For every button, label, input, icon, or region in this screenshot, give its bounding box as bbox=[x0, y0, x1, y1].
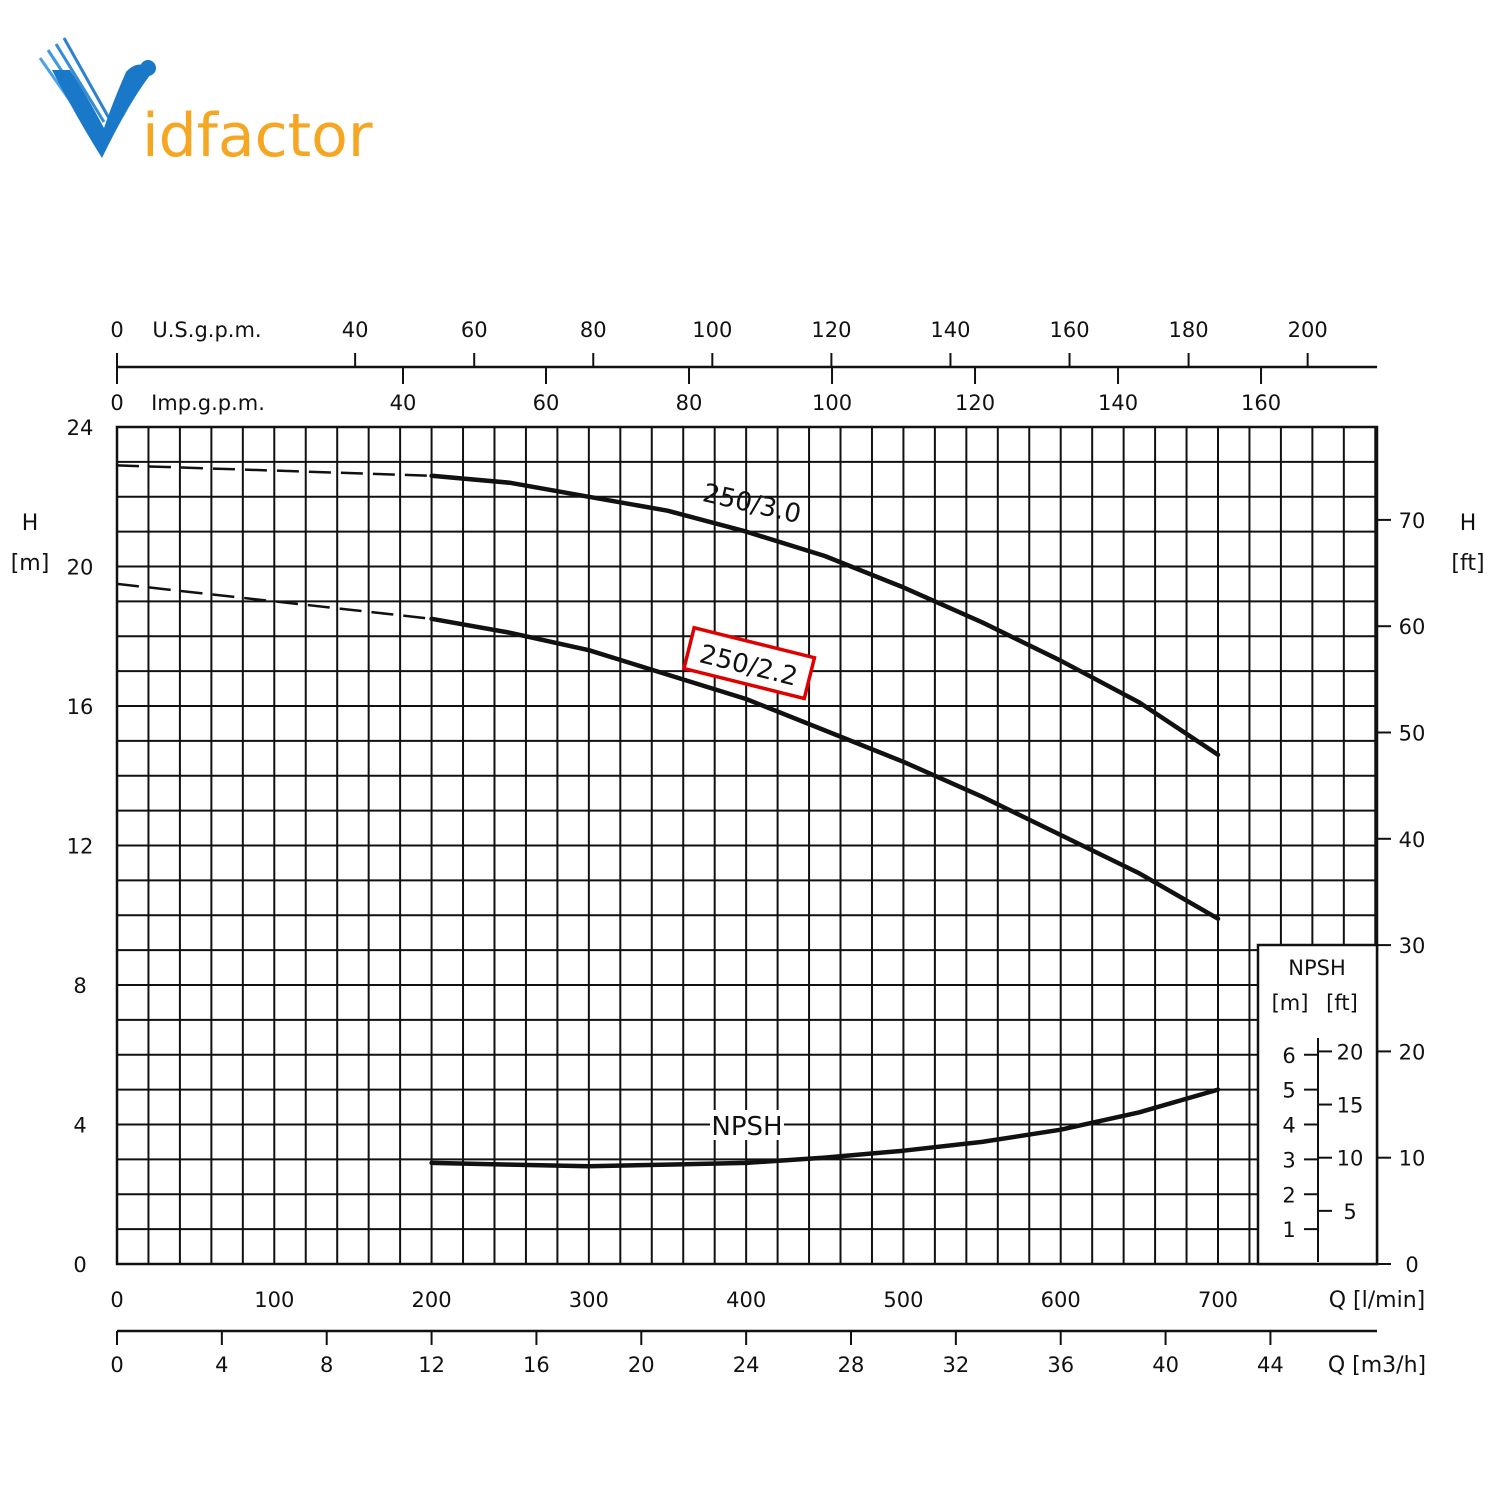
x-usgpm-tick-label: 0 bbox=[110, 318, 123, 342]
y-right-tick-label: 40 bbox=[1399, 828, 1426, 852]
y-left-tick-label: 4 bbox=[73, 1114, 86, 1138]
npsh-label-bg bbox=[710, 1110, 784, 1140]
y-right-unit: [ft] bbox=[1451, 551, 1484, 576]
y-left-tick-label: 12 bbox=[67, 835, 94, 859]
x-m3h-tick-label: 36 bbox=[1047, 1353, 1074, 1377]
x-lpm-tick-label: 500 bbox=[883, 1288, 923, 1312]
axes bbox=[115, 353, 1391, 1345]
y-right-tick-label: 70 bbox=[1399, 509, 1426, 533]
x-usgpm-tick-label: 60 bbox=[461, 318, 488, 342]
x-usgpm-tick-label: 180 bbox=[1169, 318, 1209, 342]
y-left-tick-label: 16 bbox=[67, 695, 94, 719]
x-lpm-tick-label: 200 bbox=[412, 1288, 452, 1312]
x-lpm-tick-label: 400 bbox=[726, 1288, 766, 1312]
x-impgpm-tick-label: 100 bbox=[812, 391, 852, 415]
x-m3h-label: Q [m3/h] bbox=[1328, 1353, 1426, 1378]
x-lpm-tick-label: 100 bbox=[254, 1288, 294, 1312]
npsh-ft-tick-label: 5 bbox=[1343, 1200, 1356, 1224]
y-right-tick-label: 0 bbox=[1405, 1253, 1418, 1277]
series-dashed-250-3-0 bbox=[116, 464, 432, 478]
series-lines bbox=[116, 464, 1221, 1169]
x-usgpm-tick-label: 100 bbox=[692, 318, 732, 342]
x-usgpm-label: U.S.g.p.m. bbox=[152, 318, 261, 342]
x-impgpm-tick-label: 80 bbox=[676, 391, 703, 415]
x-m3h-tick-label: 4 bbox=[215, 1353, 228, 1377]
bird-feather-icon bbox=[38, 37, 156, 158]
npsh-box-unit-ft: [ft] bbox=[1326, 991, 1358, 1015]
npsh-box-unit-m: [m] bbox=[1272, 991, 1309, 1015]
x-usgpm-tick-label: 120 bbox=[811, 318, 851, 342]
x-m3h-tick-label: 12 bbox=[418, 1353, 445, 1377]
y-right-tick-label: 10 bbox=[1399, 1147, 1426, 1171]
y-right-tick-label: 50 bbox=[1399, 722, 1426, 746]
x-lpm-label: Q [l/min] bbox=[1329, 1288, 1426, 1313]
logo-wordmark: idfactor bbox=[142, 101, 373, 171]
x-impgpm-label: Imp.g.p.m. bbox=[151, 391, 265, 415]
x-lpm-tick-label: 0 bbox=[110, 1288, 123, 1312]
npsh-box-title: NPSH bbox=[1288, 956, 1346, 980]
npsh-m-tick-label: 5 bbox=[1282, 1079, 1295, 1103]
x-lpm-tick-label: 700 bbox=[1198, 1288, 1238, 1312]
series-dashed-250-2-2 bbox=[116, 582, 432, 621]
y-left-tick-label: 8 bbox=[73, 974, 86, 998]
x-usgpm-tick-label: 160 bbox=[1049, 318, 1089, 342]
x-m3h-tick-label: 40 bbox=[1152, 1353, 1179, 1377]
x-impgpm-tick-label: 140 bbox=[1098, 391, 1138, 415]
x-m3h-tick-label: 24 bbox=[733, 1353, 760, 1377]
x-usgpm-tick-label: 80 bbox=[580, 318, 607, 342]
x-impgpm-tick-label: 0 bbox=[110, 391, 123, 415]
x-impgpm-tick-label: 40 bbox=[390, 391, 417, 415]
y-left-label: H bbox=[22, 511, 39, 536]
y-left-tick-label: 20 bbox=[67, 556, 94, 580]
y-right-tick-label: 60 bbox=[1399, 615, 1426, 639]
plot-frame bbox=[115, 425, 1379, 1266]
x-usgpm-tick-label: 140 bbox=[930, 318, 970, 342]
series-label-npsh: NPSH bbox=[711, 1112, 782, 1142]
npsh-m-tick-label: 2 bbox=[1282, 1183, 1295, 1207]
npsh-ft-tick-label: 10 bbox=[1337, 1147, 1364, 1171]
npsh-scale-box: NPSH [m] [ft] 1 2 3 4 5 6 5 10 15 20 bbox=[1256, 943, 1379, 1266]
series-line-NPSH bbox=[429, 1087, 1221, 1169]
x-usgpm-tick-label: 200 bbox=[1288, 318, 1328, 342]
y-right-tick-label: 30 bbox=[1399, 934, 1426, 958]
npsh-ft-tick-label: 15 bbox=[1337, 1094, 1364, 1118]
x-impgpm-tick-label: 60 bbox=[533, 391, 560, 415]
y-right-label: H bbox=[1460, 511, 1477, 536]
y-left-tick-label: 0 bbox=[73, 1253, 86, 1277]
npsh-m-tick-label: 1 bbox=[1282, 1218, 1295, 1242]
x-m3h-tick-label: 32 bbox=[942, 1353, 969, 1377]
x-m3h-tick-label: 16 bbox=[523, 1353, 550, 1377]
npsh-m-tick-label: 4 bbox=[1282, 1114, 1295, 1138]
x-m3h-tick-label: 28 bbox=[838, 1353, 865, 1377]
x-impgpm-tick-label: 120 bbox=[955, 391, 995, 415]
npsh-ft-tick-label: 20 bbox=[1337, 1040, 1364, 1064]
npsh-m-tick-label: 3 bbox=[1282, 1148, 1295, 1172]
series-line-250-2-2 bbox=[429, 616, 1221, 921]
y-left-unit: [m] bbox=[11, 551, 50, 576]
x-m3h-tick-label: 0 bbox=[110, 1353, 123, 1377]
npsh-m-tick-label: 6 bbox=[1282, 1044, 1295, 1068]
x-m3h-tick-label: 20 bbox=[628, 1353, 655, 1377]
y-right-tick-label: 20 bbox=[1399, 1040, 1426, 1064]
x-usgpm-tick-label: 40 bbox=[342, 318, 369, 342]
x-m3h-tick-label: 44 bbox=[1257, 1353, 1284, 1377]
x-m3h-tick-label: 8 bbox=[320, 1353, 333, 1377]
x-lpm-tick-label: 600 bbox=[1041, 1288, 1081, 1312]
x-impgpm-tick-label: 160 bbox=[1241, 391, 1281, 415]
series-line-250-3-0 bbox=[429, 473, 1221, 758]
highlight-box bbox=[681, 625, 817, 701]
vidfactor-logo: idfactor bbox=[38, 37, 373, 171]
x-lpm-tick-label: 300 bbox=[569, 1288, 609, 1312]
y-left-tick-label: 24 bbox=[67, 416, 94, 440]
